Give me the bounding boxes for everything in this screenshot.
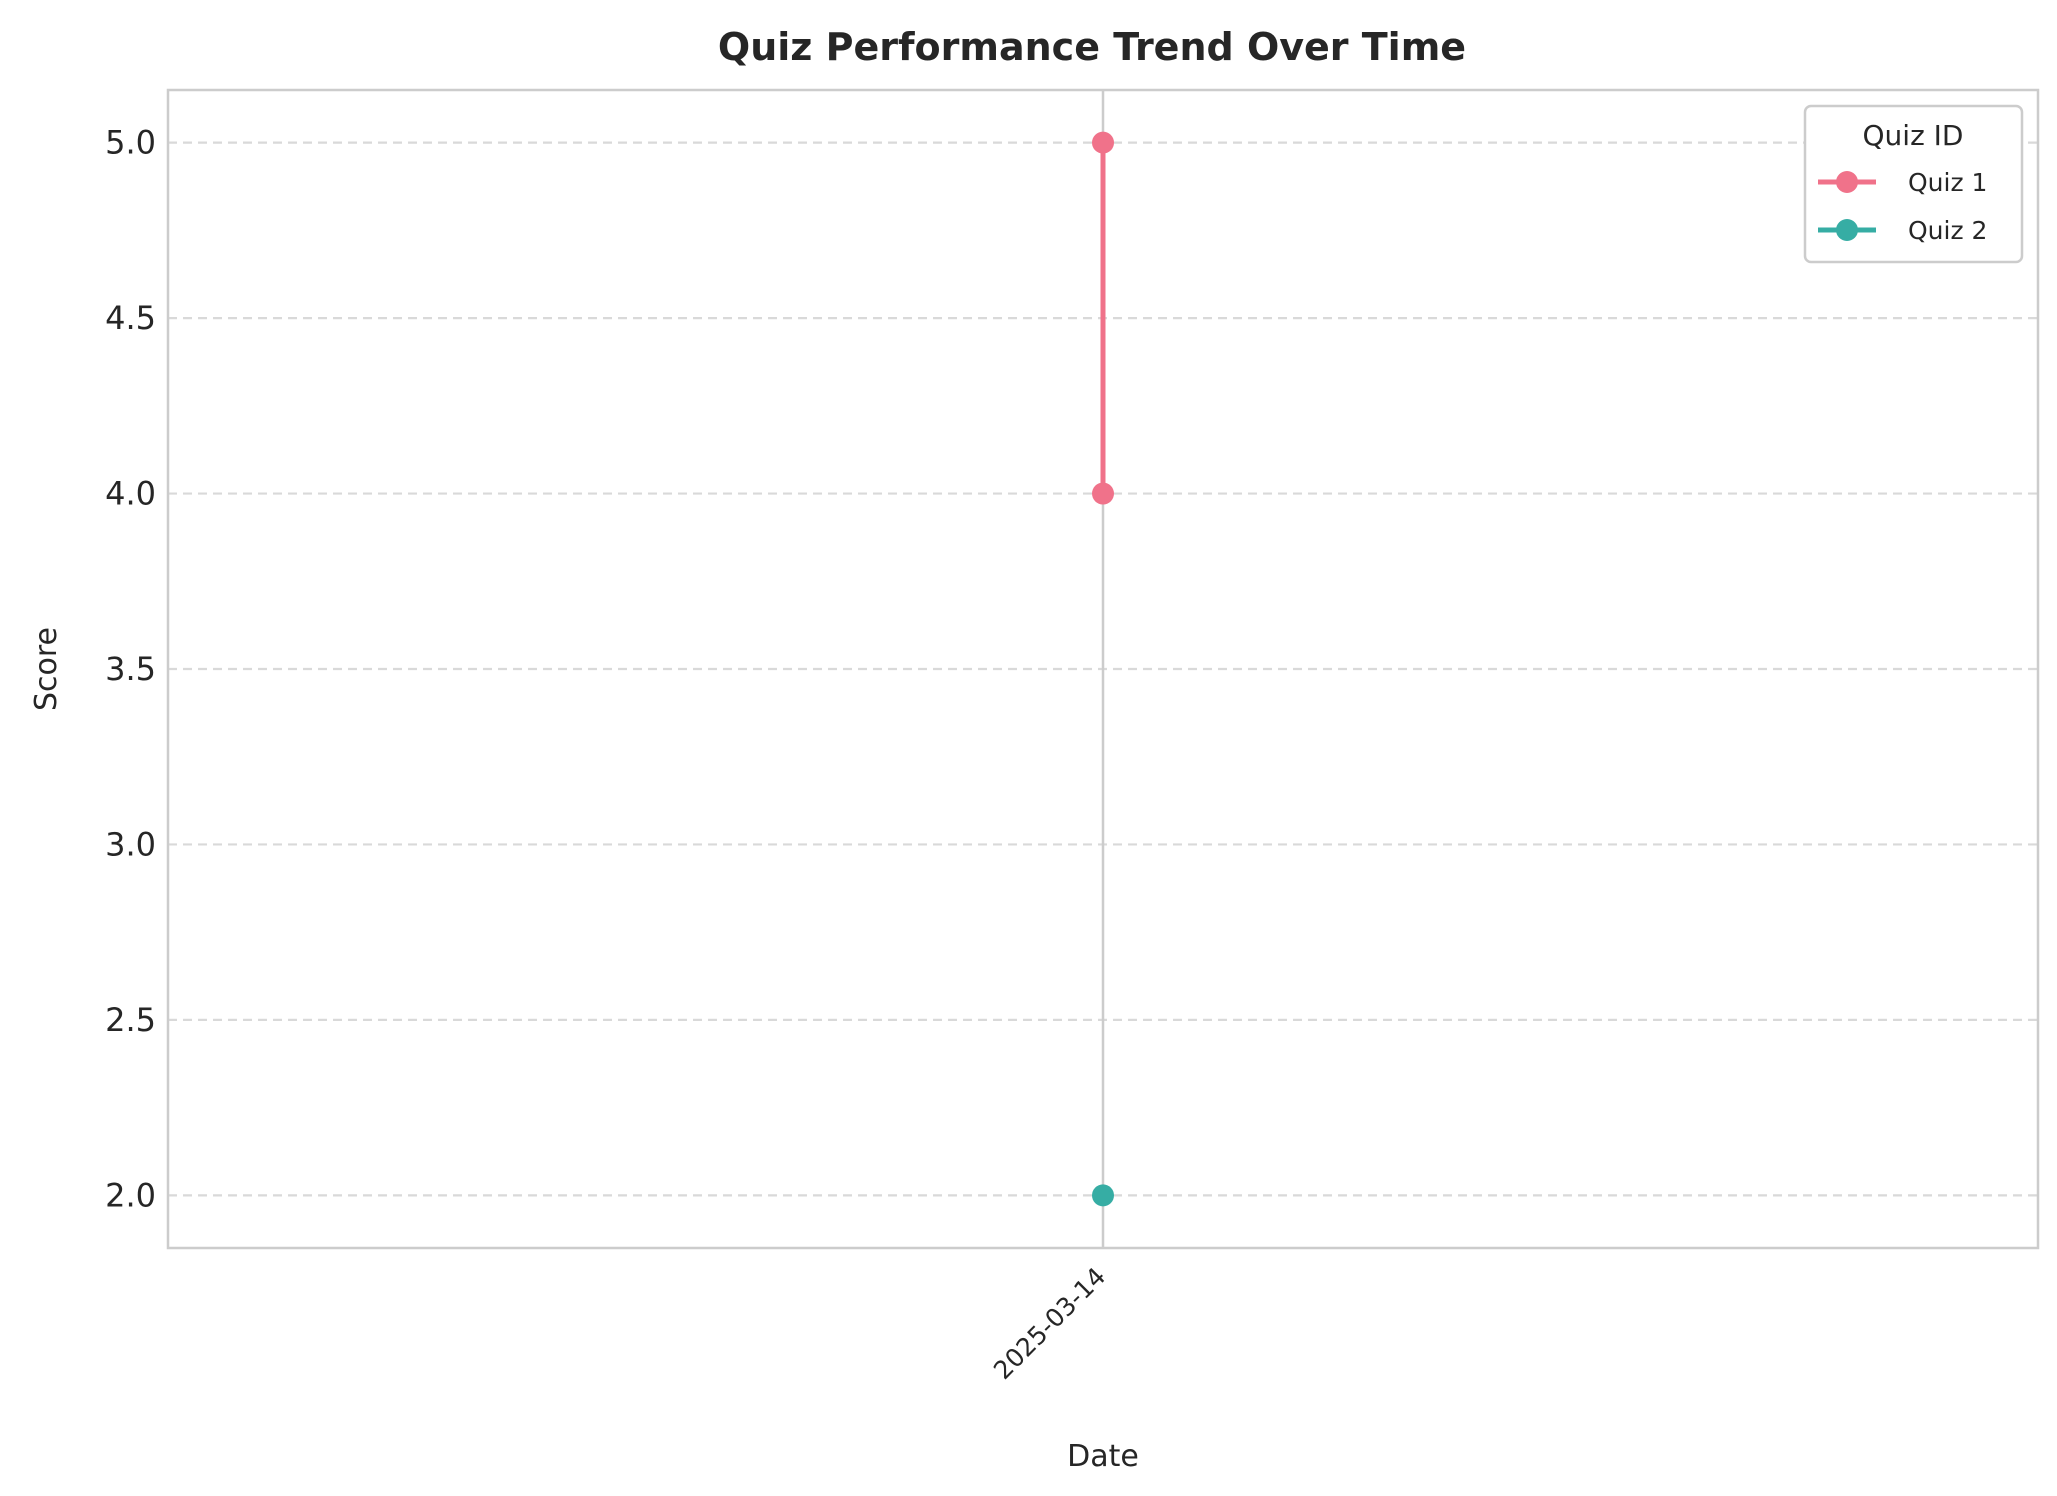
legend-items: Quiz 1 Quiz 2 [1818,168,1987,245]
y-tick-label: 3.5 [105,650,156,688]
chart-title: Quiz Performance Trend Over Time [718,25,1466,69]
y-axis-ticks: 2.0 2.5 3.0 3.5 4.0 4.5 5.0 [105,124,156,1215]
legend: Quiz ID Quiz 1 Quiz 2 [1803,104,2024,264]
legend-label: Quiz 1 [1908,168,1987,197]
legend-label: Quiz 2 [1908,216,1987,245]
y-axis-label: Score [29,627,64,711]
y-tick-label: 2.0 [105,1176,156,1214]
y-tick-label: 4.5 [105,299,156,337]
series-layer [1092,131,1114,1207]
plot-area [166,88,2040,1250]
data-point-quiz-1 [1092,131,1114,154]
data-point-quiz-1 [1092,482,1114,505]
legend-title: Quiz ID [1863,119,1964,152]
y-tick-label: 5.0 [105,124,156,162]
x-axis-label: Date [1067,1439,1139,1474]
legend-frame [1803,104,2024,264]
y-tick-label: 4.0 [105,475,156,513]
y-tick-label: 2.5 [105,1001,156,1039]
data-point-quiz-2 [1092,1184,1114,1207]
legend-marker [1836,171,1858,193]
plot-frame [166,88,2040,1250]
y-tick-label: 3.0 [105,825,156,863]
legend-marker [1836,219,1858,241]
